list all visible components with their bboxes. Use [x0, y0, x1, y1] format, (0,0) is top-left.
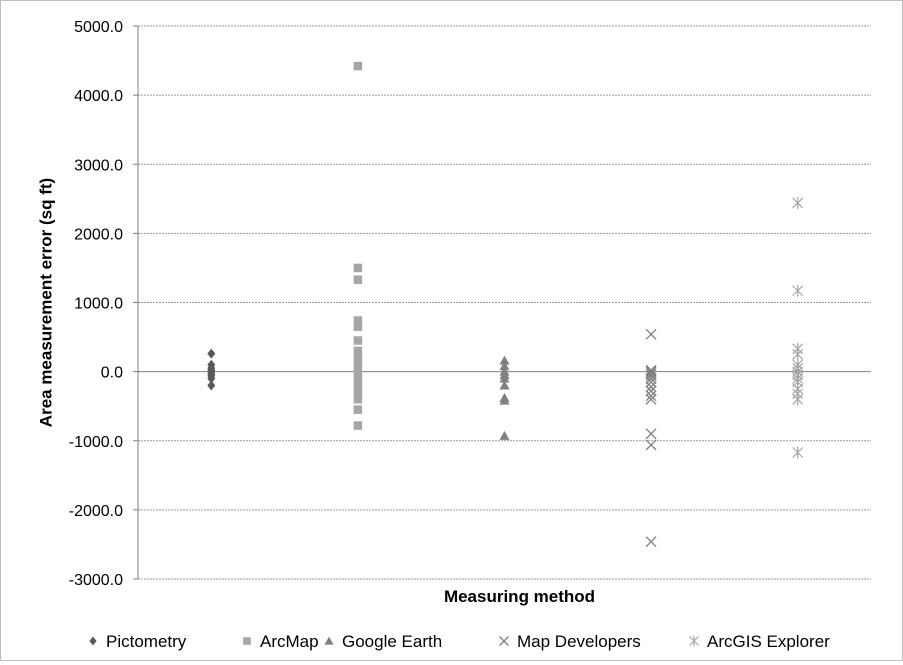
data-point-triangle [499, 430, 510, 440]
legend-marker-square [243, 637, 251, 645]
y-axis-label: Area measurement error (sq ft) [36, 178, 55, 427]
data-point-square [353, 388, 363, 397]
legend-item: Pictometry [89, 632, 187, 651]
data-point-star [792, 348, 804, 361]
legend-marker-diamond [89, 636, 97, 646]
data-point-diamond [207, 380, 216, 391]
data-point-triangle [499, 361, 510, 371]
data-point-x [645, 428, 657, 440]
legend-label: Pictometry [106, 632, 187, 651]
data-point-triangle [499, 373, 510, 383]
data-point-x [645, 376, 657, 388]
data-points [207, 61, 804, 548]
x-axis-label: Measuring method [444, 587, 595, 606]
y-tick-label: -2000.0 [69, 503, 123, 520]
legend-label: Map Developers [517, 632, 641, 651]
data-point-square [353, 395, 363, 404]
y-tick-label: 1000.0 [74, 296, 123, 313]
data-point-square [353, 381, 363, 390]
data-point-star [792, 446, 804, 459]
data-point-square [353, 61, 363, 71]
y-tick-label: 0.0 [101, 365, 123, 382]
data-point-x [645, 390, 657, 402]
data-point-square [353, 263, 363, 273]
data-point-square [353, 421, 363, 430]
data-point-square [353, 322, 363, 331]
data-point-diamond [207, 348, 216, 359]
data-point-x [645, 368, 657, 380]
data-point-x [645, 536, 657, 548]
y-tick-label: 3000.0 [74, 157, 123, 174]
legend-marker-x [499, 636, 509, 646]
y-tick-label: 5000.0 [74, 19, 123, 36]
legend-label: ArcGIS Explorer [707, 632, 830, 651]
data-point-x [645, 385, 657, 397]
data-point-square [353, 374, 363, 383]
legend-label: Google Earth [342, 632, 442, 651]
data-point-triangle [499, 395, 510, 405]
data-point-square [353, 405, 363, 414]
data-point-square [353, 353, 363, 363]
data-point-square [353, 346, 363, 356]
data-point-square [353, 367, 363, 376]
data-point-square [353, 336, 363, 345]
y-tick-label: 4000.0 [74, 88, 123, 105]
legend-marker-star [689, 635, 699, 647]
data-point-star [792, 284, 804, 297]
data-point-x [645, 373, 657, 384]
data-point-x [645, 364, 657, 376]
legend-item: ArcMap [243, 632, 319, 651]
y-tick-label: -3000.0 [69, 572, 123, 589]
data-point-x [645, 439, 657, 451]
legend-item: ArcGIS Explorer [689, 632, 830, 651]
data-point-x [645, 381, 657, 393]
legend-marker-triangle [324, 636, 334, 645]
legend-item: Google Earth [324, 632, 442, 651]
y-axis-ticks: 5000.0 4000.0 3000.0 2000.0 1000.0 0.0 -1000.0… [69, 19, 138, 589]
y-tick-label: -1000.0 [69, 434, 123, 451]
legend-item: Map Developers [499, 632, 641, 651]
data-point-square [353, 360, 363, 369]
data-point-star [792, 196, 804, 209]
data-point-triangle [499, 355, 510, 365]
data-point-square [353, 275, 363, 284]
legend-label: ArcMap [260, 632, 319, 651]
data-point-x [645, 328, 657, 340]
data-point-x [645, 393, 657, 405]
data-point-star [792, 393, 804, 406]
data-point-square [353, 316, 363, 325]
data-point-triangle [499, 380, 510, 390]
data-point-diamond [207, 373, 216, 384]
legend: Pictometry ArcMap Google Earth Map Develope… [89, 632, 830, 651]
y-tick-label: 2000.0 [74, 226, 123, 243]
gridlines [138, 25, 871, 580]
